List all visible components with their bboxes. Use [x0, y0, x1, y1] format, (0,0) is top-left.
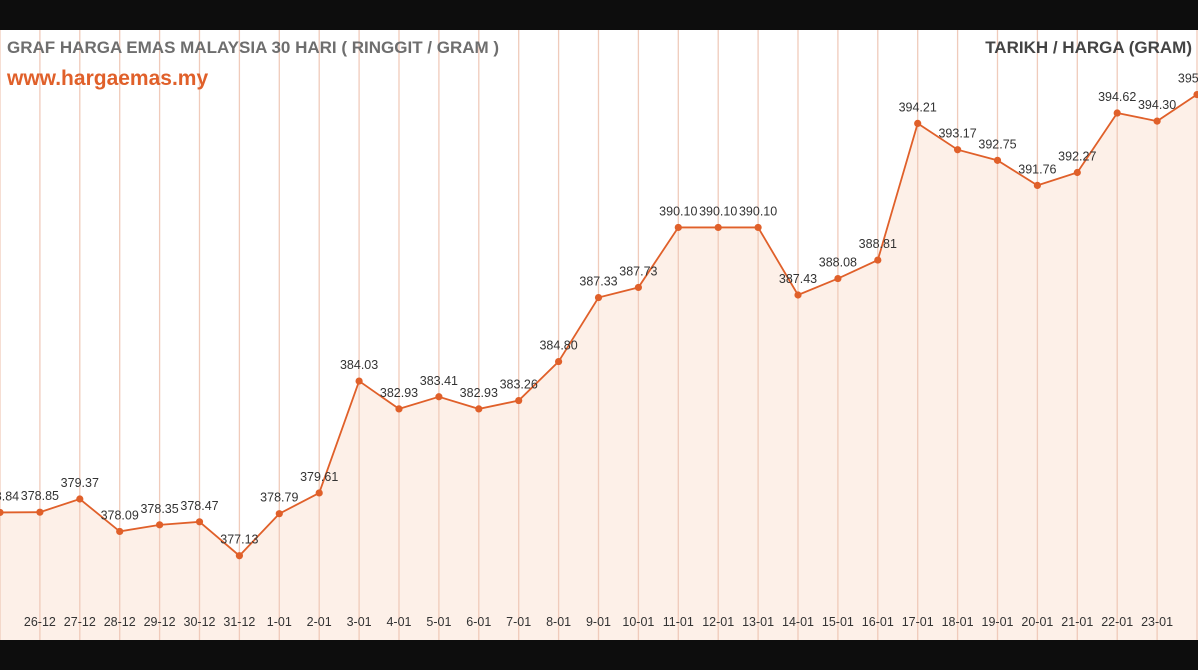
- data-label: 387.33: [579, 275, 617, 289]
- data-label: 379.37: [61, 476, 99, 490]
- data-point: [435, 393, 443, 401]
- data-label: 390.10: [739, 204, 777, 218]
- data-point: [515, 396, 523, 405]
- data-point: [1193, 90, 1198, 99]
- data-label: 379.61: [300, 470, 338, 484]
- data-point: [914, 119, 922, 127]
- x-tick-label: 21-01: [1061, 615, 1093, 629]
- data-point: [555, 357, 563, 366]
- data-point: [874, 256, 882, 264]
- legend-title: TARIKH / HARGA (GRAM): [985, 38, 1192, 57]
- x-tick-label: 11-01: [663, 615, 694, 629]
- data-label: 387.73: [619, 264, 657, 278]
- data-point: [0, 508, 4, 517]
- data-label: 383.26: [500, 378, 538, 392]
- data-label: 378.09: [101, 508, 139, 522]
- data-label: 378.47: [180, 499, 218, 513]
- x-tick-label: 31-12: [223, 615, 255, 629]
- data-point: [634, 283, 643, 292]
- data-point: [275, 510, 283, 518]
- x-tick-label: 12-01: [702, 615, 734, 629]
- data-label: 378.84: [0, 489, 19, 503]
- data-point: [714, 223, 722, 232]
- x-tick-label: 27-12: [64, 615, 96, 629]
- x-tick-label: 6-01: [466, 615, 491, 629]
- data-label: 387.43: [779, 272, 817, 286]
- x-tick-label: 10-01: [622, 615, 654, 629]
- data-label: 384.03: [340, 358, 378, 372]
- x-tick-label: 14-01: [782, 615, 814, 629]
- data-label: 394.30: [1138, 98, 1176, 112]
- chart-title: GRAF HARGA EMAS MALAYSIA 30 HARI ( RINGG…: [7, 38, 500, 57]
- data-label: 378.79: [260, 491, 298, 505]
- data-point: [235, 552, 243, 560]
- data-label: 390.10: [699, 204, 737, 218]
- data-point: [315, 489, 323, 497]
- data-label: 377.13: [220, 533, 258, 547]
- x-tick-label: 26-12: [24, 615, 56, 629]
- data-point: [594, 293, 603, 302]
- x-tick-label: 19-01: [982, 615, 1014, 629]
- x-tick-label: 5-01: [426, 615, 451, 629]
- data-label: 395.35: [1178, 72, 1198, 86]
- data-label: 378.85: [21, 489, 59, 503]
- x-tick-label: 13-01: [742, 615, 774, 629]
- data-label: 388.08: [819, 256, 857, 270]
- x-tick-label: 4-01: [386, 615, 411, 629]
- data-label: 394.21: [899, 100, 937, 114]
- data-point: [36, 508, 44, 516]
- x-tick-label: 30-12: [184, 615, 216, 629]
- data-label: 382.93: [460, 386, 498, 400]
- data-label: 391.76: [1018, 162, 1056, 176]
- x-tick-label: 28-12: [104, 615, 136, 629]
- x-tick-label: 17-01: [902, 615, 934, 629]
- x-tick-label: 1-01: [267, 615, 292, 629]
- data-point: [195, 518, 204, 526]
- x-tick-label: 15-01: [822, 615, 854, 629]
- x-tick-label: 16-01: [862, 615, 894, 629]
- chart-subtitle: www.hargaemas.my: [7, 67, 209, 90]
- data-point: [116, 527, 124, 536]
- data-label: 392.75: [978, 137, 1016, 151]
- data-point: [475, 405, 483, 413]
- data-label: 383.41: [420, 374, 458, 388]
- data-point: [674, 223, 682, 232]
- data-label: 394.62: [1098, 90, 1136, 104]
- data-point: [993, 156, 1002, 164]
- data-label: 384.80: [539, 339, 577, 353]
- data-label: 392.27: [1058, 150, 1096, 164]
- x-tick-label: 29-12: [144, 615, 176, 629]
- data-point: [156, 521, 164, 529]
- x-tick-label: 9-01: [586, 615, 611, 629]
- x-tick-label: 8-01: [546, 615, 571, 629]
- data-label: 378.35: [140, 502, 178, 516]
- x-tick-label: 2-01: [307, 615, 332, 629]
- data-point: [954, 146, 962, 154]
- data-label: 382.93: [380, 386, 418, 400]
- data-point: [1073, 168, 1081, 177]
- data-point: [1153, 117, 1161, 125]
- x-tick-label: 18-01: [942, 615, 974, 629]
- data-point: [1033, 181, 1041, 190]
- data-label: 390.10: [659, 204, 697, 218]
- data-label: 393.17: [938, 127, 976, 141]
- x-tick-label: 20-01: [1021, 615, 1053, 629]
- data-point: [76, 495, 84, 503]
- data-point: [395, 405, 403, 413]
- data-label: 388.81: [859, 237, 897, 251]
- data-point: [754, 223, 762, 232]
- data-point: [355, 377, 363, 385]
- data-point: [794, 291, 802, 299]
- x-tick-label: 23-01: [1141, 615, 1173, 629]
- x-tick-label: 7-01: [506, 615, 531, 629]
- data-point: [1113, 109, 1121, 117]
- data-point: [834, 274, 842, 283]
- x-tick-label: 22-01: [1101, 615, 1133, 629]
- x-tick-label: 3-01: [347, 615, 372, 629]
